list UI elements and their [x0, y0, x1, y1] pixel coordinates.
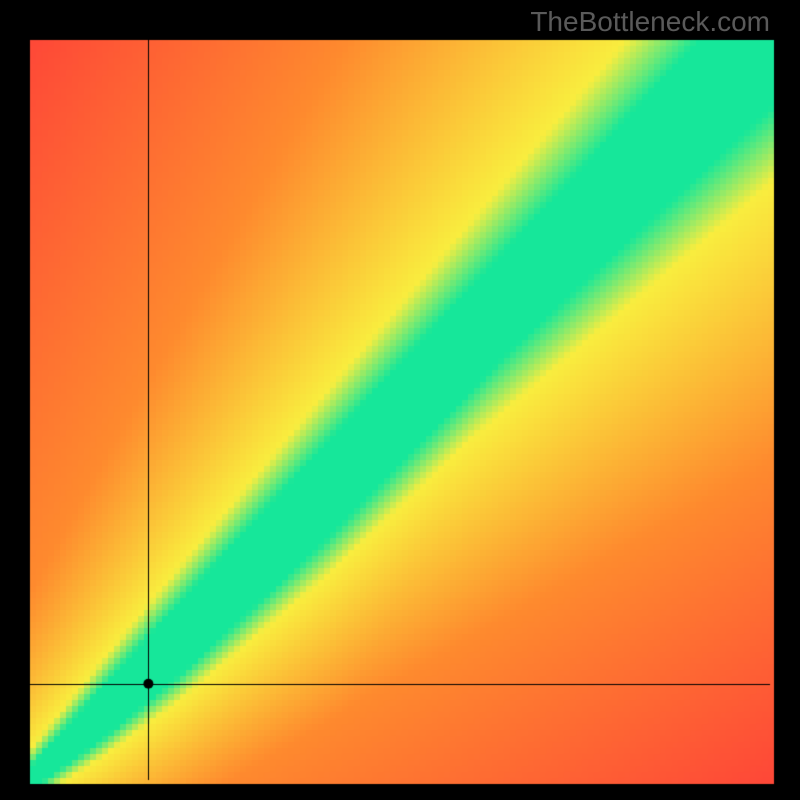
chart-container: TheBottleneck.com	[0, 0, 800, 800]
heatmap-canvas	[0, 0, 800, 800]
watermark-text: TheBottleneck.com	[530, 6, 770, 38]
